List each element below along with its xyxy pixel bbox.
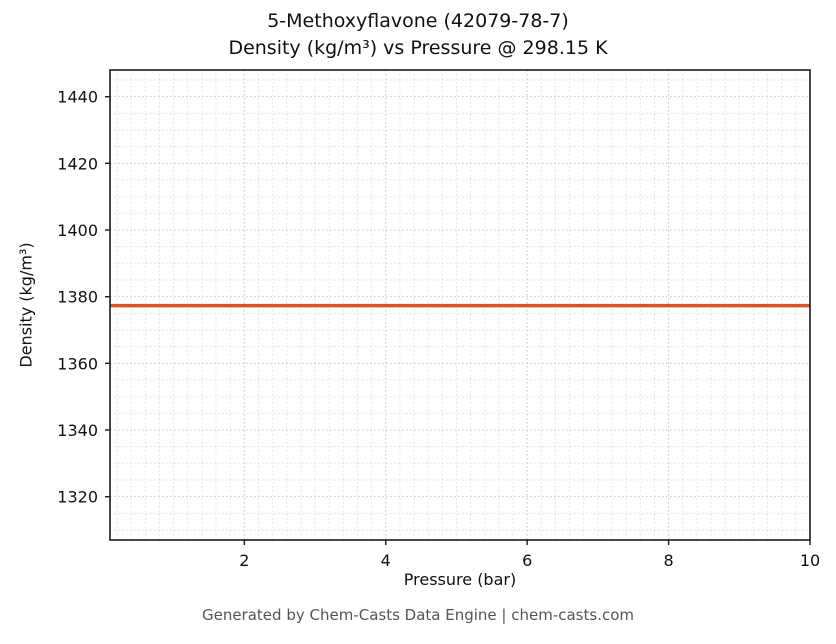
x-tick-label: 8 — [663, 551, 673, 570]
y-tick-label: 1420 — [57, 154, 98, 173]
y-tick-label: 1380 — [57, 288, 98, 307]
y-tick-label: 1400 — [57, 221, 98, 240]
y-tick-label: 1320 — [57, 488, 98, 507]
y-tick-label: 1440 — [57, 88, 98, 107]
y-axis-label: Density (kg/m³) — [16, 242, 36, 368]
plot-frame — [109, 69, 811, 541]
x-tick-label: 2 — [239, 551, 249, 570]
chart-title: 5-Methoxyflavone (42079-78-7) Density (k… — [0, 8, 836, 62]
x-tick-label: 10 — [800, 551, 820, 570]
chart-title-line-2: Density (kg/m³) vs Pressure @ 298.15 K — [228, 37, 608, 59]
x-axis-label: Pressure (bar) — [403, 570, 517, 589]
x-tick-label: 4 — [381, 551, 391, 570]
x-tick-label: 6 — [522, 551, 532, 570]
y-tick-label: 1340 — [57, 421, 98, 440]
chart-title-line-1: 5-Methoxyflavone (42079-78-7) — [267, 10, 569, 32]
y-tick-label: 1360 — [57, 354, 98, 373]
footer-note: Generated by Chem-Casts Data Engine | ch… — [201, 606, 635, 624]
